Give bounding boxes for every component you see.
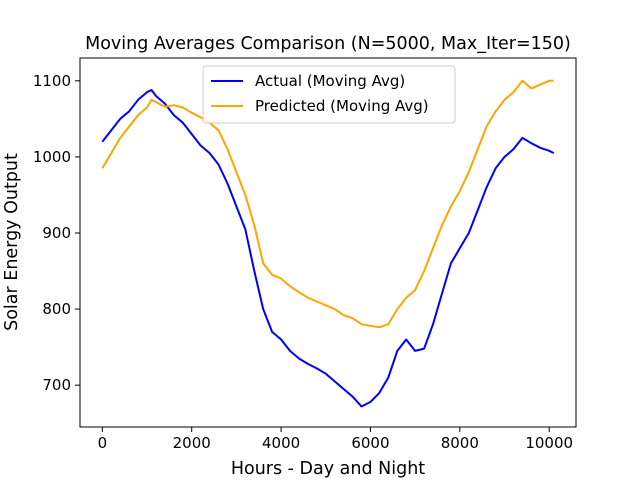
legend-box [202, 65, 456, 124]
x-tick-label: 0 [98, 434, 108, 452]
y-tick-label: 700 [42, 376, 71, 394]
y-tick-label: 800 [42, 300, 71, 318]
legend-label-predicted: Predicted (Moving Avg) [255, 97, 429, 115]
legend-label-actual: Actual (Moving Avg) [255, 72, 405, 90]
x-tick-label: 4000 [262, 434, 300, 452]
y-axis: 700 800 900 1000 1100 [33, 72, 80, 394]
x-tick-label: 10000 [525, 434, 573, 452]
plot-lines [101, 79, 555, 408]
series-line-0 [101, 89, 555, 408]
series-line-1 [101, 79, 554, 329]
chart-title: Moving Averages Comparison (N=5000, Max_… [85, 34, 571, 54]
y-tick-label: 900 [42, 224, 71, 242]
y-axis-title: Solar Energy Output [2, 153, 22, 331]
x-tick-label: 2000 [173, 434, 211, 452]
legend: Actual (Moving Avg) Predicted (Moving Av… [202, 65, 456, 124]
x-tick-label: 8000 [441, 434, 479, 452]
x-tick-label: 6000 [351, 434, 389, 452]
x-axis-title: Hours - Day and Night [231, 459, 425, 479]
x-axis: 0 2000 4000 6000 8000 10000 [98, 427, 573, 452]
plot-frame [79, 57, 577, 428]
y-tick-label: 1100 [33, 72, 71, 90]
y-tick-label: 1000 [33, 148, 71, 166]
